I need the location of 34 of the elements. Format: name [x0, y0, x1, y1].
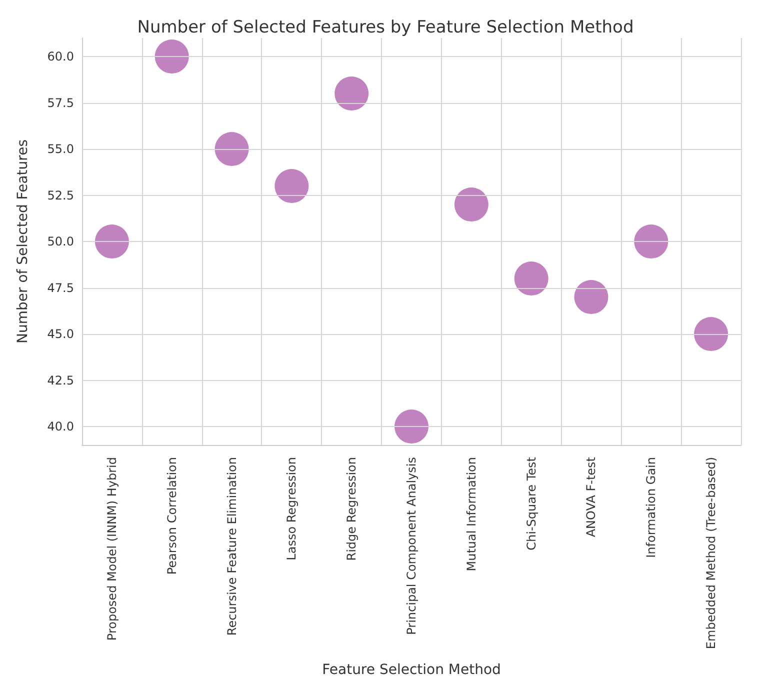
- x-tick-label: Lasso Regression: [284, 457, 299, 560]
- y-tick-label: 60.0: [47, 50, 74, 64]
- point: [454, 188, 488, 222]
- x-tick-label: Ridge Regression: [344, 457, 359, 561]
- x-tick-label: Recursive Feature Elimination: [224, 457, 239, 636]
- y-tick-label: 42.5: [47, 373, 74, 388]
- y-tick-label: 47.5: [47, 280, 74, 295]
- point: [274, 169, 309, 203]
- x-tick-label: Pearson Correlation: [164, 457, 179, 575]
- y-tick-label: 40.0: [47, 420, 74, 434]
- x-tick-label: Chi-Square Test: [524, 456, 538, 550]
- point: [394, 410, 428, 444]
- chart-title: Number of Selected Features by Feature Selection Method: [137, 18, 634, 38]
- y-tick-label: 52.5: [47, 188, 74, 202]
- point: [154, 40, 189, 74]
- point: [94, 224, 129, 258]
- point: [574, 280, 608, 314]
- x-tick-label: Information Gain: [644, 457, 658, 558]
- x-tick-label: ANOVA F-test: [584, 456, 598, 538]
- point: [694, 317, 728, 351]
- point: [214, 132, 249, 166]
- point: [514, 262, 548, 296]
- x-axis-title: Feature Selection Method: [322, 662, 501, 678]
- point: [634, 224, 668, 258]
- x-tick-label: Principal Component Analysis: [404, 457, 418, 635]
- x-tick-label: Embedded Method (Tree-based): [704, 457, 718, 650]
- x-tick-label: Mutual Information: [464, 457, 478, 572]
- x-tick-label: Proposed Model (INNM) Hybrid: [104, 457, 119, 641]
- y-axis-title: Number of Selected Features: [15, 140, 31, 344]
- y-tick-label: 55.0: [47, 142, 74, 156]
- y-tick-label: 57.5: [47, 96, 74, 110]
- y-tick-label: 45.0: [47, 327, 74, 341]
- point: [334, 76, 369, 110]
- y-tick-label: 50.0: [47, 234, 74, 248]
